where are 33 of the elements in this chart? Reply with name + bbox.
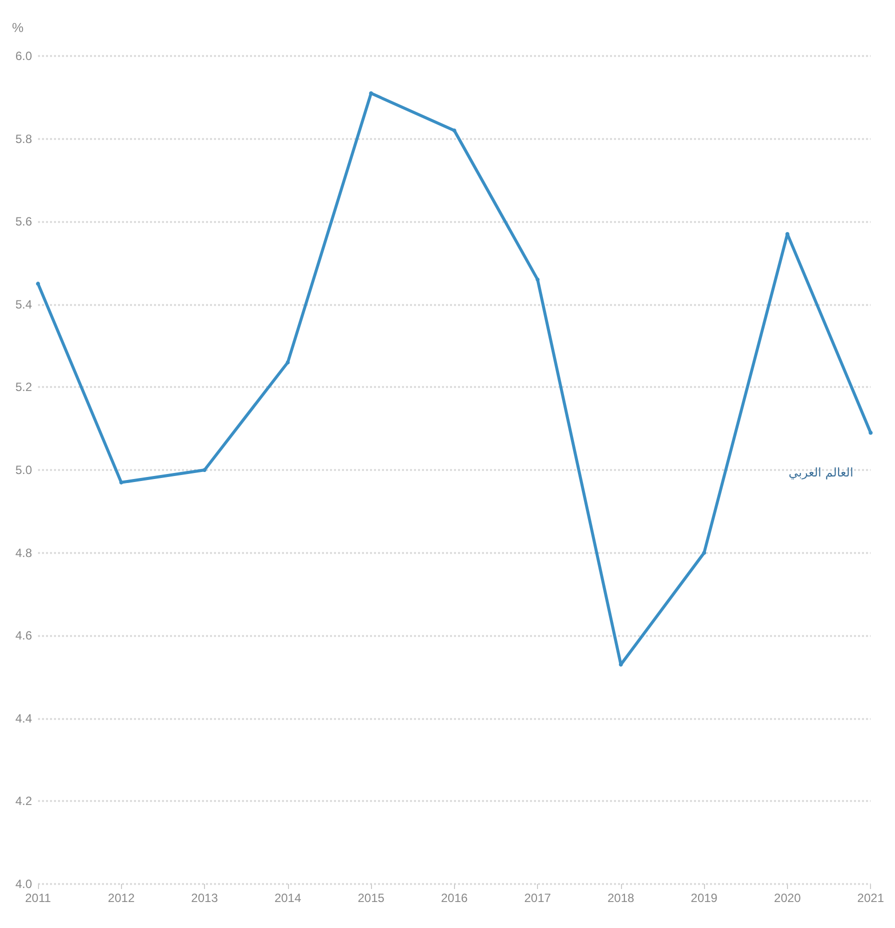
point xyxy=(868,430,873,435)
point xyxy=(452,128,456,133)
y-tick-label: 5.2 xyxy=(15,380,32,394)
point xyxy=(536,278,540,282)
y-tick-label: 6.0 xyxy=(15,49,32,63)
y-tick-label: 4.2 xyxy=(15,794,32,808)
x-tick-label: 2017 xyxy=(524,891,552,905)
x-tick-label: 2015 xyxy=(358,891,385,905)
point xyxy=(202,468,207,472)
y-tick-label: 4.6 xyxy=(15,628,32,643)
x-tick-label: 2019 xyxy=(690,891,718,905)
y-axis-title: % xyxy=(12,20,24,35)
y-tick-label: 5.0 xyxy=(15,463,32,477)
x-tick-label: 2020 xyxy=(774,891,802,905)
point xyxy=(119,480,124,484)
y-tick-label: 4.0 xyxy=(15,877,32,891)
x-tick-label: 2021 xyxy=(857,891,884,905)
x-tick-label: 2018 xyxy=(608,891,635,905)
line-series xyxy=(36,91,873,667)
x-tick-label: 2014 xyxy=(274,891,302,905)
y-tick-label: 5.4 xyxy=(15,297,32,312)
x-tick-label: 2013 xyxy=(191,891,218,905)
point xyxy=(286,360,290,364)
x-tick-label: 2016 xyxy=(440,891,468,905)
y-tick-label: 4.4 xyxy=(15,711,32,726)
x-tick-label: 2011 xyxy=(25,891,52,905)
y-tick-label: 4.8 xyxy=(15,546,32,560)
y-tick-label: 5.8 xyxy=(15,132,32,146)
y-tick-label: 5.6 xyxy=(15,214,32,229)
point xyxy=(702,550,706,555)
point xyxy=(36,282,40,286)
x-tick-label: 2012 xyxy=(108,891,135,905)
text: العالم العربي xyxy=(788,466,854,480)
